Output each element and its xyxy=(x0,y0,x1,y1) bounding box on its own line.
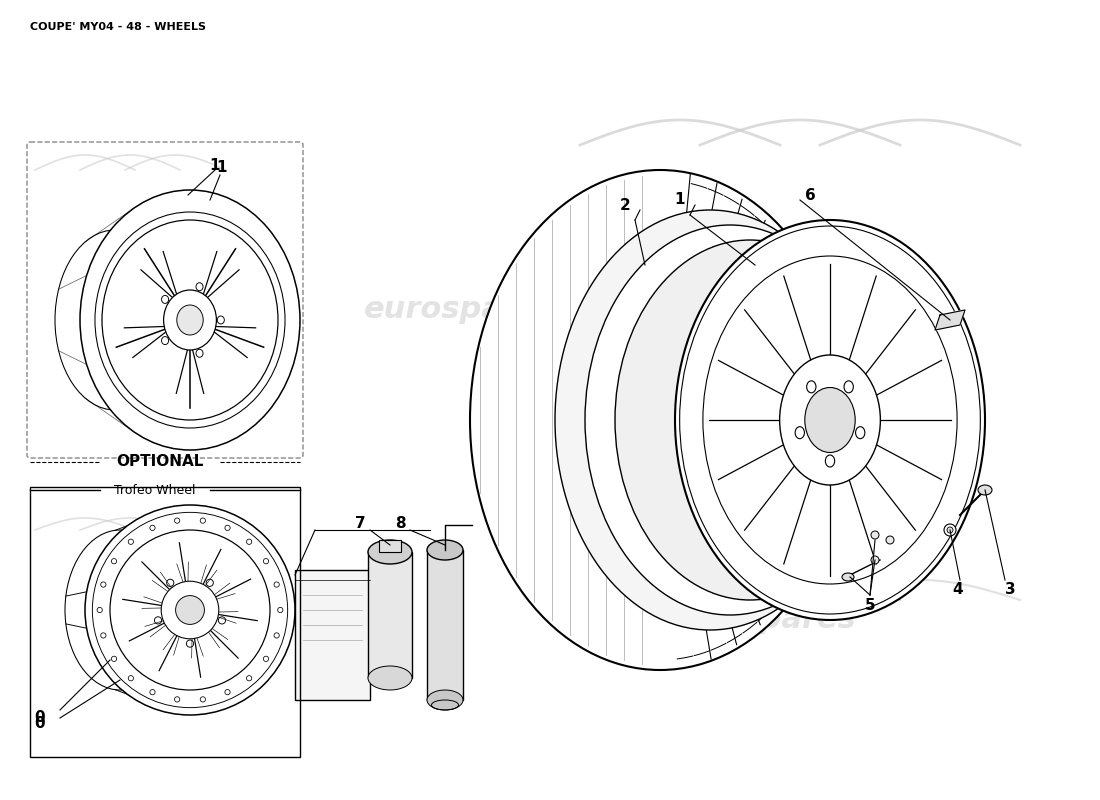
Ellipse shape xyxy=(162,581,219,638)
Ellipse shape xyxy=(844,381,854,393)
Ellipse shape xyxy=(110,530,270,690)
Ellipse shape xyxy=(871,531,879,539)
Ellipse shape xyxy=(556,210,865,630)
Ellipse shape xyxy=(825,455,835,467)
Text: 0: 0 xyxy=(35,715,45,730)
Text: Trofeo Wheel: Trofeo Wheel xyxy=(114,483,196,497)
Bar xyxy=(295,570,370,700)
Ellipse shape xyxy=(806,381,816,393)
Ellipse shape xyxy=(947,527,953,533)
Text: eurospares: eurospares xyxy=(364,295,557,325)
Text: 1: 1 xyxy=(210,158,220,173)
Ellipse shape xyxy=(368,666,412,690)
Polygon shape xyxy=(935,310,965,330)
Ellipse shape xyxy=(795,426,804,438)
Ellipse shape xyxy=(177,305,204,335)
Ellipse shape xyxy=(102,220,278,420)
Text: 1: 1 xyxy=(217,161,228,175)
Ellipse shape xyxy=(80,190,300,450)
Text: 4: 4 xyxy=(953,582,964,598)
Text: eurospares: eurospares xyxy=(663,606,857,634)
Ellipse shape xyxy=(85,505,295,715)
Ellipse shape xyxy=(164,290,217,350)
Ellipse shape xyxy=(615,240,886,600)
Text: 7: 7 xyxy=(354,515,365,530)
Ellipse shape xyxy=(368,540,412,564)
Ellipse shape xyxy=(842,573,854,581)
Ellipse shape xyxy=(871,556,879,564)
Ellipse shape xyxy=(978,485,992,495)
Ellipse shape xyxy=(427,690,463,710)
Ellipse shape xyxy=(470,170,850,670)
Ellipse shape xyxy=(585,225,874,615)
Bar xyxy=(427,550,463,700)
Bar xyxy=(379,540,401,552)
Ellipse shape xyxy=(886,536,894,544)
Text: 3: 3 xyxy=(1004,582,1015,598)
Text: COUPE' MY04 - 48 - WHEELS: COUPE' MY04 - 48 - WHEELS xyxy=(30,22,206,32)
Ellipse shape xyxy=(427,540,463,560)
Ellipse shape xyxy=(944,524,956,536)
Text: 0: 0 xyxy=(35,710,45,726)
Ellipse shape xyxy=(675,220,984,620)
Text: 5: 5 xyxy=(865,598,876,613)
Text: 8: 8 xyxy=(395,515,405,530)
Ellipse shape xyxy=(780,355,880,485)
Text: OPTIONAL: OPTIONAL xyxy=(117,454,204,470)
Text: 1: 1 xyxy=(674,193,685,207)
Ellipse shape xyxy=(856,426,865,438)
Text: eurospares: eurospares xyxy=(694,295,887,325)
Text: eurospares: eurospares xyxy=(113,361,227,379)
Ellipse shape xyxy=(805,387,855,453)
Ellipse shape xyxy=(176,595,205,624)
Bar xyxy=(368,552,412,678)
Text: eurospares: eurospares xyxy=(113,626,227,644)
Text: 2: 2 xyxy=(619,198,630,213)
Text: 6: 6 xyxy=(804,187,815,202)
